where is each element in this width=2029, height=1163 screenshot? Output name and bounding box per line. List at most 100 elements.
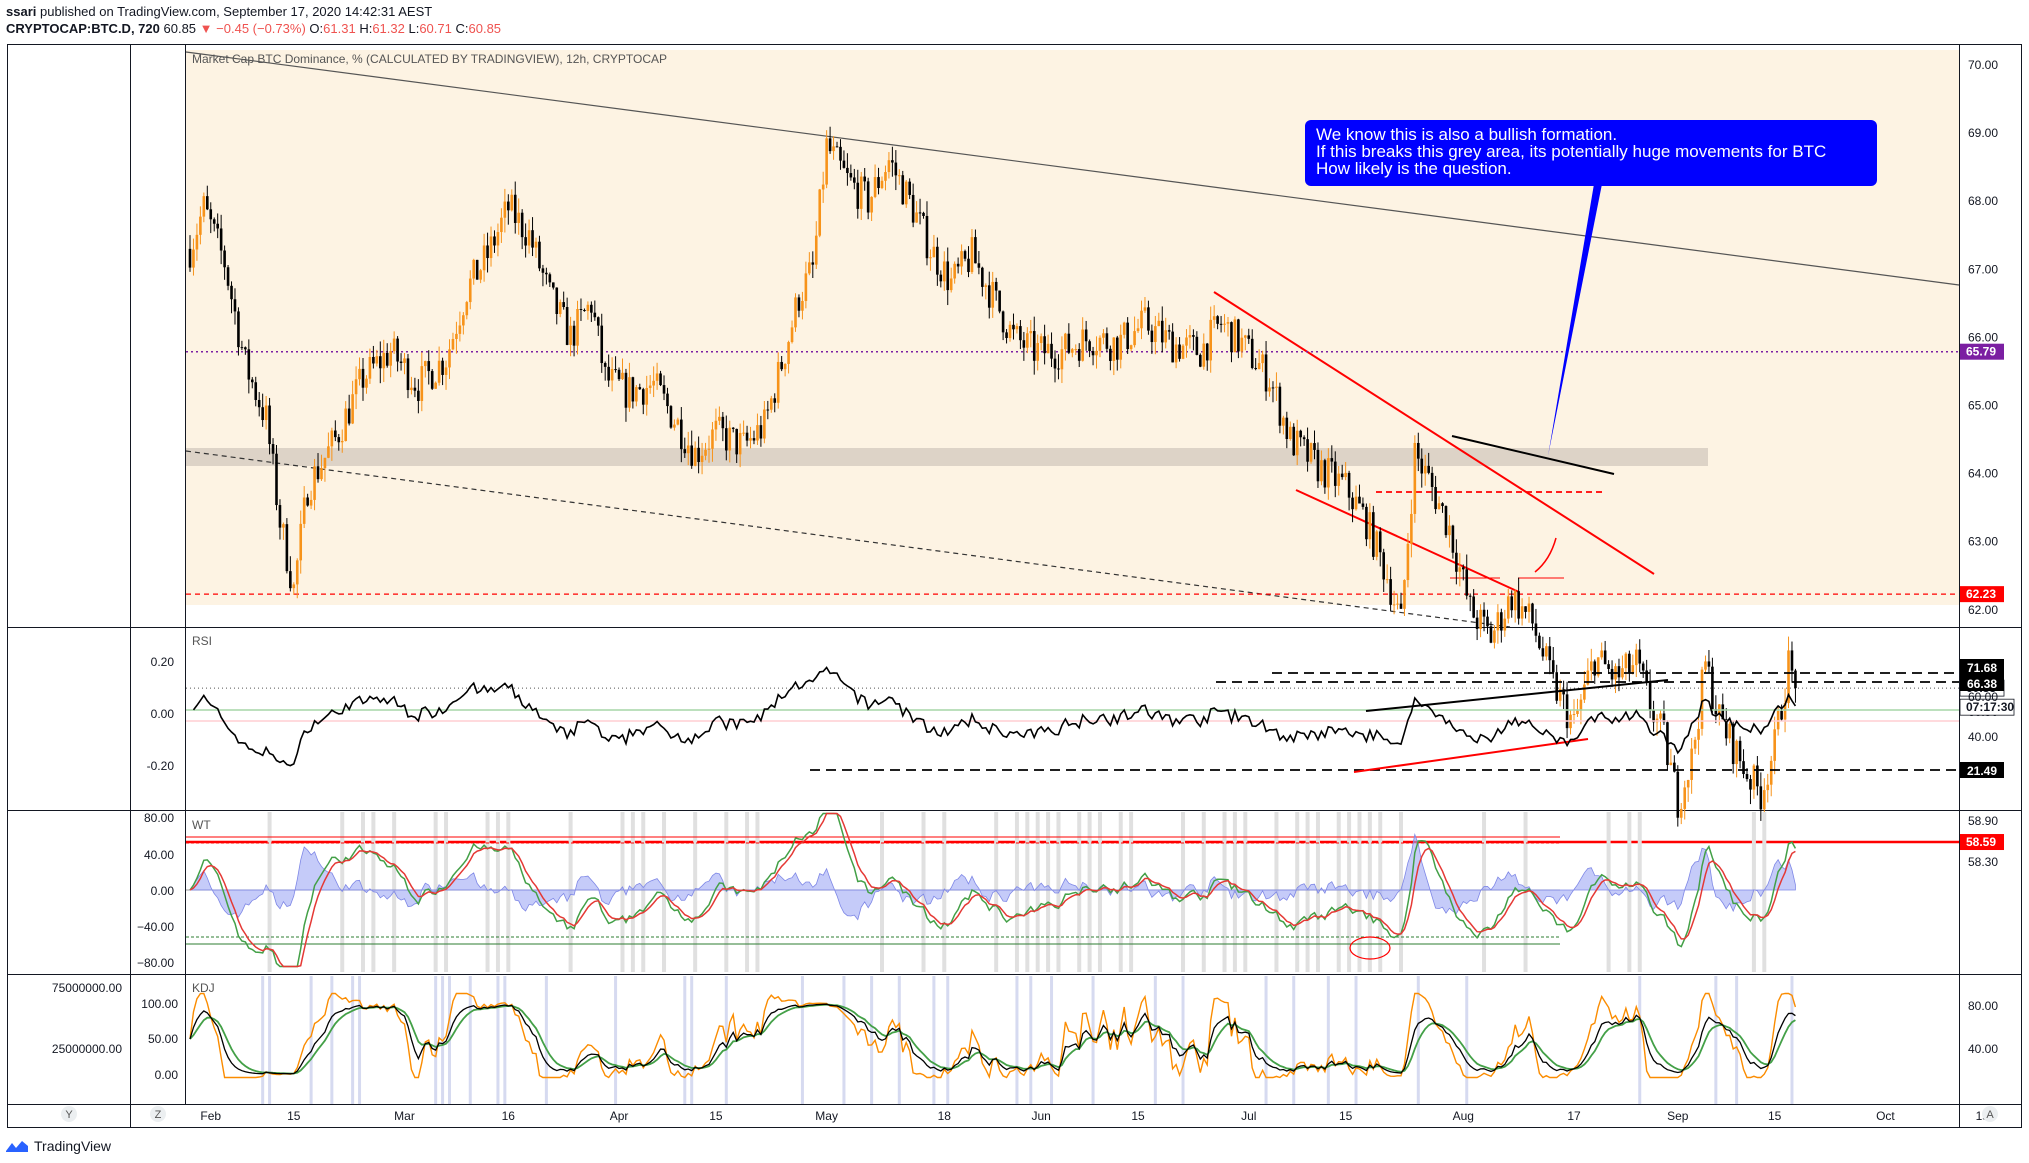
candle — [1109, 345, 1112, 371]
candle — [548, 272, 552, 288]
wt-cross-bar — [485, 812, 490, 972]
candle — [1693, 736, 1697, 754]
candle — [974, 229, 977, 264]
candle — [295, 558, 299, 599]
candle — [891, 146, 894, 177]
candle — [1195, 331, 1199, 356]
candle — [1472, 589, 1475, 619]
candle — [1458, 553, 1462, 587]
candle — [908, 178, 911, 200]
candle — [233, 288, 237, 325]
wt-line-fast — [189, 812, 1797, 968]
y-axis-button[interactable] — [61, 1106, 77, 1122]
candle — [1219, 315, 1223, 333]
price-badge-1: 62.23 — [1966, 587, 1996, 601]
candle — [776, 352, 780, 409]
open-value: 61.31 — [323, 21, 356, 36]
wt-cross-bar — [1077, 812, 1082, 972]
price-badge-3: 07:17:30 — [1966, 700, 2014, 714]
candle — [1603, 640, 1607, 665]
last-price: 60.85 — [163, 21, 197, 36]
candle — [465, 300, 469, 320]
wt-cross-bar — [1222, 812, 1227, 972]
candle — [1538, 632, 1541, 650]
publish-info: ssari published on TradingView.com, Sept… — [6, 4, 432, 19]
rsi-left-tick-1: 0.20 — [151, 655, 175, 669]
candle — [1122, 321, 1126, 339]
red-wedge-upper — [1213, 291, 1655, 575]
candle — [1676, 765, 1680, 827]
candle — [1074, 344, 1078, 356]
candle — [870, 196, 873, 222]
candle — [1050, 332, 1053, 368]
candle — [1410, 499, 1413, 558]
wt-cross-bar — [755, 812, 760, 972]
candle — [721, 411, 725, 442]
candle — [1309, 442, 1313, 464]
candle — [462, 312, 465, 335]
annotation-callout[interactable] — [1305, 120, 1877, 186]
candle — [635, 384, 638, 407]
rsi-pane-title: RSI — [192, 634, 212, 648]
candle — [839, 139, 842, 170]
candle — [1250, 329, 1254, 370]
candle — [199, 206, 202, 245]
candle — [1607, 660, 1610, 674]
wt-cross-bar — [1201, 812, 1206, 972]
candle — [596, 316, 600, 336]
candle — [576, 300, 579, 355]
candle — [1683, 780, 1687, 820]
candle — [1043, 324, 1046, 365]
candle — [1133, 316, 1136, 348]
kdj-signal-bar — [330, 976, 334, 1104]
wt-cross-bar — [267, 812, 272, 972]
candle — [372, 345, 375, 369]
candle — [655, 362, 659, 390]
kdj-pane-title: KDJ — [192, 981, 215, 995]
z-axis-button[interactable] — [150, 1106, 166, 1122]
candle — [1524, 606, 1527, 619]
candle — [1423, 454, 1427, 486]
wt-cross-bar — [880, 812, 884, 972]
candle — [247, 339, 251, 394]
candle — [614, 356, 617, 373]
candle — [835, 141, 839, 148]
kdj-left-tick-3: 100.00 — [141, 997, 178, 1011]
candle — [1060, 336, 1064, 384]
candle — [714, 408, 718, 441]
rsi-badge-71: 71.68 — [1967, 661, 1997, 675]
candle — [749, 426, 752, 449]
footer-brand[interactable]: TradingView — [6, 1138, 111, 1154]
candle — [486, 232, 489, 273]
wt-cross-bar — [1606, 812, 1611, 972]
auto-scale-button[interactable] — [1982, 1106, 1998, 1122]
wt-cross-bar — [1295, 812, 1300, 972]
wt-left-tick-1: 80.00 — [144, 811, 174, 825]
candle — [1327, 448, 1330, 500]
candle — [808, 252, 811, 276]
candle — [1351, 492, 1354, 523]
time-label-8: Jun — [1031, 1109, 1050, 1123]
candle — [309, 490, 313, 510]
price-badge-bg-0 — [1960, 343, 2004, 360]
candle — [441, 357, 444, 386]
candle — [1192, 329, 1195, 351]
candle — [285, 518, 289, 574]
candle — [1430, 466, 1434, 502]
candle — [586, 301, 590, 320]
candle — [289, 556, 292, 592]
candle — [797, 294, 801, 318]
candle — [489, 226, 493, 267]
candle — [1285, 411, 1289, 449]
candle — [1157, 312, 1161, 327]
candle — [1749, 774, 1752, 805]
candle — [1354, 485, 1358, 511]
author-name[interactable]: ssari — [6, 4, 37, 19]
candle — [1181, 344, 1185, 360]
candle — [1064, 332, 1067, 361]
wt-cross-bar — [1118, 812, 1123, 972]
candle — [534, 237, 538, 258]
candle — [593, 300, 597, 321]
candle — [206, 185, 209, 211]
